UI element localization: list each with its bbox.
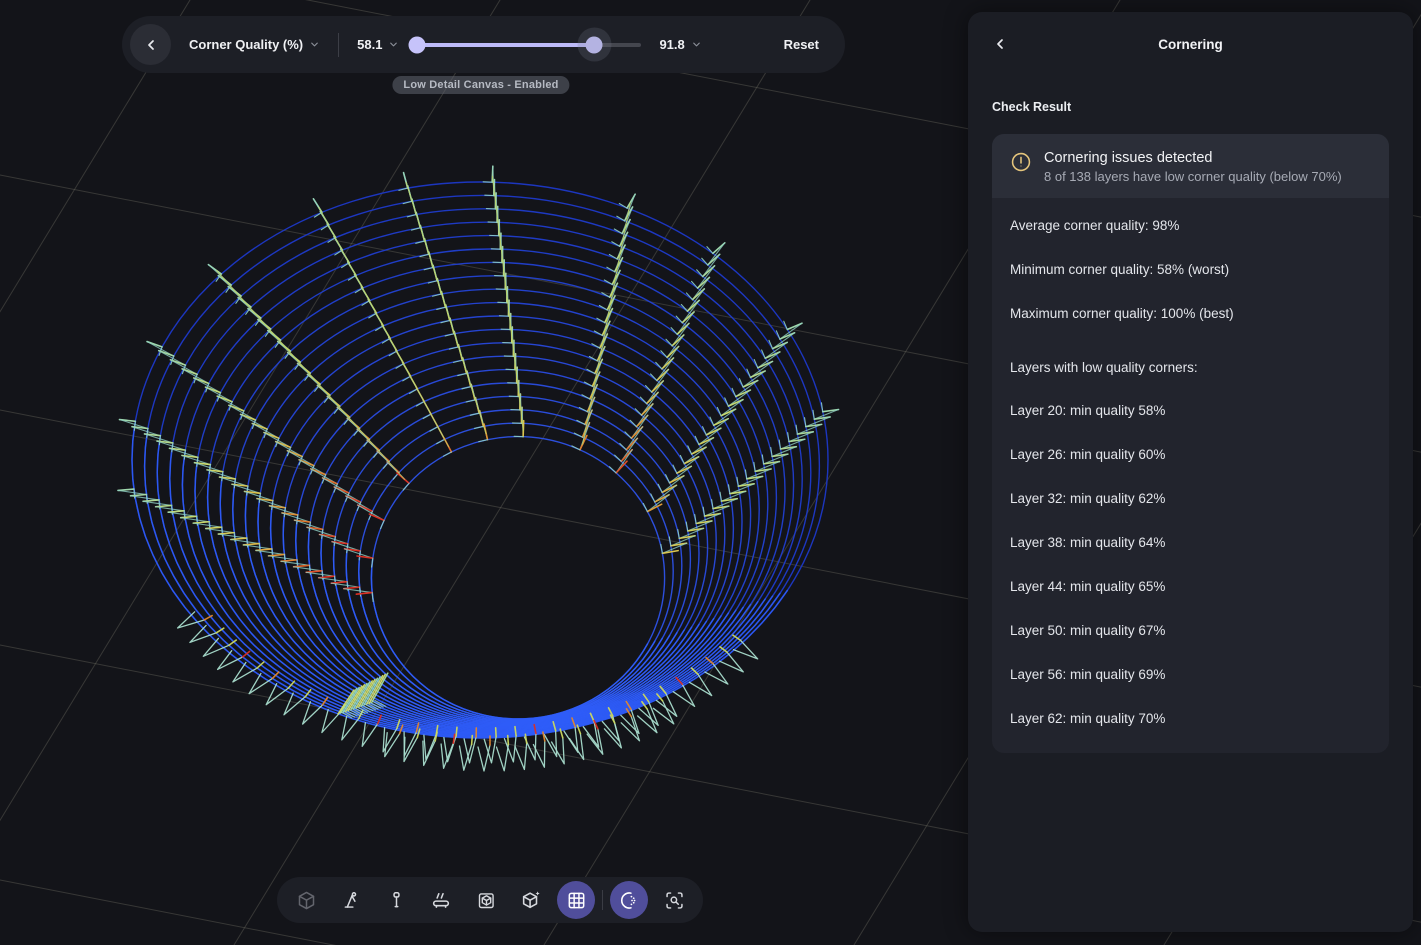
max-value-dropdown[interactable]: 91.8 <box>655 31 705 58</box>
stat-minimum: Minimum corner quality: 58% (worst) <box>1010 262 1230 277</box>
boxed-cube-icon[interactable] <box>467 881 505 919</box>
chevron-down-icon <box>388 39 399 50</box>
result-details: Average corner quality: 98% Minimum corn… <box>992 198 1389 753</box>
slider-handle-min[interactable] <box>408 36 426 53</box>
slider-handle-halo <box>577 27 612 62</box>
chevron-down-icon <box>691 39 702 50</box>
low-detail-canvas-badge: Low Detail Canvas - Enabled <box>392 76 570 94</box>
alert-subtitle: 8 of 138 layers have low corner quality … <box>1044 169 1342 184</box>
check-result-card: Cornering issues detected 8 of 138 layer… <box>992 134 1389 753</box>
alert-header: Cornering issues detected 8 of 138 layer… <box>992 134 1389 198</box>
reset-button[interactable]: Reset <box>783 37 819 52</box>
warning-icon <box>1010 151 1032 173</box>
panel-header: Cornering <box>968 12 1413 76</box>
layer-row: Layer 32: min quality 62% <box>1010 491 1166 506</box>
max-value-label: 91.8 <box>659 37 685 52</box>
layer-row: Layer 62: min quality 70% <box>1010 711 1166 726</box>
layers-heading: Layers with low quality corners: <box>1010 360 1198 375</box>
grid-icon[interactable] <box>557 881 595 919</box>
cube-sparkle-icon[interactable] <box>512 881 550 919</box>
heated-bed-icon[interactable] <box>422 881 460 919</box>
scan-search-icon[interactable] <box>655 881 693 919</box>
stat-maximum: Maximum corner quality: 100% (best) <box>1010 306 1234 321</box>
chevron-left-icon <box>992 36 1008 52</box>
top-toolbar: Corner Quality (%) 58.1 91.8 Reset <box>122 16 845 73</box>
layer-row: Layer 38: min quality 64% <box>1010 535 1166 550</box>
bottom-toolbar <box>277 877 703 923</box>
cornering-panel: Cornering Check Result Cornering issues … <box>968 12 1413 932</box>
chevron-left-icon <box>143 37 159 53</box>
quality-range-slider[interactable] <box>408 27 642 62</box>
model-cube-icon[interactable] <box>287 881 325 919</box>
pin-probe-icon[interactable] <box>377 881 415 919</box>
alert-text: Cornering issues detected 8 of 138 layer… <box>1044 150 1342 184</box>
toolbar-divider <box>338 32 340 57</box>
metric-dropdown-label: Corner Quality (%) <box>189 37 304 52</box>
layer-row: Layer 20: min quality 58% <box>1010 403 1166 418</box>
printer-arm-icon[interactable] <box>332 881 370 919</box>
low-detail-moon-icon[interactable] <box>610 881 648 919</box>
chevron-down-icon <box>309 39 320 50</box>
check-result-heading: Check Result <box>992 100 1072 114</box>
stat-average: Average corner quality: 98% <box>1010 218 1180 233</box>
slider-fill <box>417 42 595 47</box>
layer-row: Layer 44: min quality 65% <box>1010 579 1166 594</box>
alert-title: Cornering issues detected <box>1044 150 1213 166</box>
slider-handle-max[interactable] <box>577 27 612 62</box>
layer-row: Layer 50: min quality 67% <box>1010 623 1166 638</box>
layer-row: Layer 26: min quality 60% <box>1010 447 1166 462</box>
layer-row: Layer 56: min quality 69% <box>1010 667 1166 682</box>
toolbar-divider <box>602 890 603 910</box>
min-value-dropdown[interactable]: 58.1 <box>353 31 403 58</box>
min-value-label: 58.1 <box>357 37 383 52</box>
metric-dropdown[interactable]: Corner Quality (%) <box>185 31 324 58</box>
panel-back-button[interactable] <box>986 30 1014 58</box>
toolbar-back-button[interactable] <box>130 24 171 65</box>
panel-title: Cornering <box>1158 36 1223 52</box>
